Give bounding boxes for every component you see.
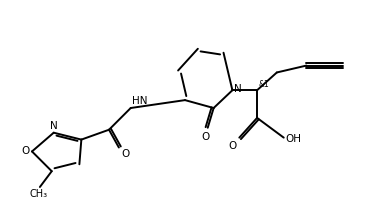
Text: O: O (22, 146, 30, 157)
Text: N: N (50, 121, 58, 131)
Text: CH₃: CH₃ (30, 189, 48, 199)
Text: &1: &1 (258, 80, 269, 89)
Text: O: O (122, 150, 130, 160)
Text: O: O (228, 141, 236, 151)
Text: N: N (234, 84, 242, 94)
Text: O: O (202, 132, 210, 142)
Text: HN: HN (132, 96, 147, 106)
Text: OH: OH (286, 134, 302, 144)
